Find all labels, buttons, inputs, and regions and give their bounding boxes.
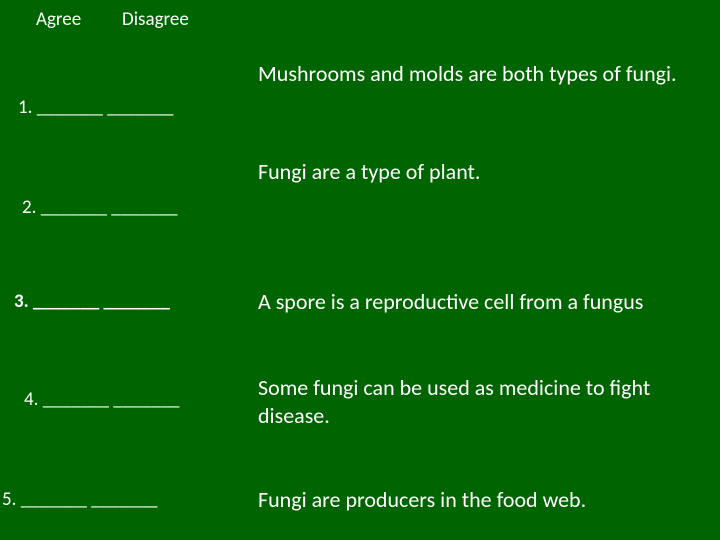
blank-4: 4. _______ _______ [24,388,180,411]
header-agree: Agree [36,8,81,31]
statement-2: Fungi are a type of plant. [258,158,480,185]
statement-5: Fungi are producers in the food web. [258,486,586,513]
statement-1: Mushrooms and molds are both types of fu… [258,60,677,87]
blank-2: 2. _______ _______ [22,196,178,219]
blank-3: 3. _______ _______ [14,290,170,313]
statement-4: Some fungi can be used as medicine to fi… [258,374,698,429]
blank-1: 1. _______ _______ [18,96,174,119]
header-disagree: Disagree [122,8,189,31]
statement-3: A spore is a reproductive cell from a fu… [258,288,643,315]
blank-5: 5. _______ _______ [2,488,158,511]
